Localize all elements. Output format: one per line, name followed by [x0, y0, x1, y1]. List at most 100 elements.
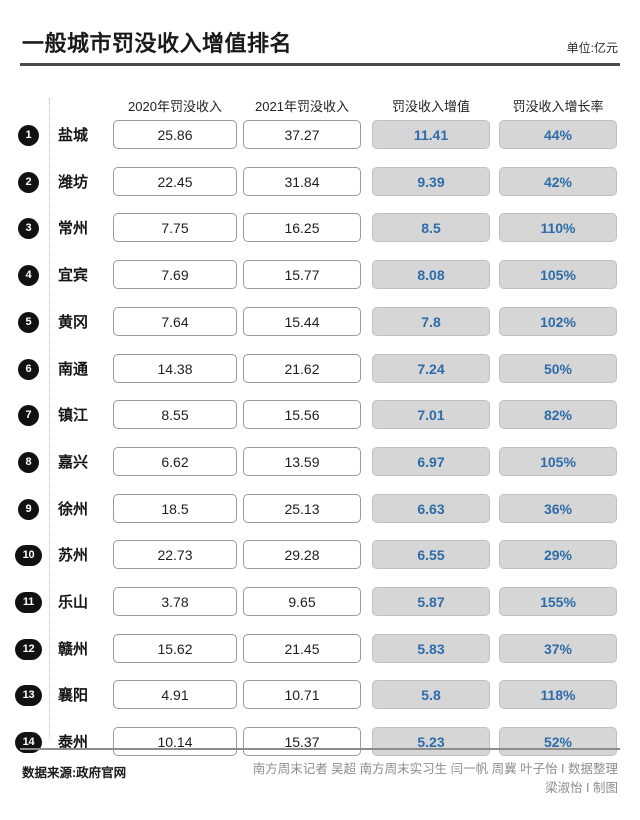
cell-revenue-2020: 22.45 — [113, 166, 237, 196]
cell-growth-rate: 118% — [499, 680, 617, 710]
cell-revenue-2020: 15.62 — [113, 633, 237, 663]
column-header-2020: 2020年罚没收入 — [128, 99, 222, 114]
cell-revenue-2020: 4.91 — [113, 680, 237, 710]
city-name: 南通 — [58, 360, 89, 378]
city-name: 盐城 — [58, 127, 89, 144]
city-name: 潍坊 — [58, 173, 89, 191]
table-row: 6 南通 14.38 21.62 7.24 50% — [0, 352, 640, 386]
cell-revenue-2021: 15.56 — [243, 400, 361, 430]
cell-revenue-2021: 15.44 — [243, 306, 361, 336]
rank-badge: 13 — [15, 685, 42, 707]
column-header-growth: 罚没收入增值 — [391, 99, 470, 114]
title-divider — [20, 63, 620, 66]
table-row: 12 赣州 15.62 21.45 5.83 37% — [0, 632, 640, 666]
rank-badge: 9 — [18, 498, 39, 520]
city-name: 襄阳 — [58, 687, 89, 705]
rank-badge: 8 — [18, 451, 39, 473]
rank-badge: 12 — [15, 638, 42, 660]
table-row: 8 嘉兴 6.62 13.59 6.97 105% — [0, 445, 640, 479]
city-name: 泰州 — [58, 734, 89, 752]
city-name: 常州 — [58, 220, 89, 238]
cell-revenue-2021: 9.65 — [243, 587, 361, 616]
page-title: 一般城市罚没收入增值排名 — [22, 31, 293, 56]
cell-growth-rate: 42% — [499, 166, 617, 196]
cell-revenue-2021: 15.77 — [243, 260, 361, 290]
cell-revenue-2020: 10.14 — [113, 727, 237, 757]
cell-revenue-2021: 25.13 — [243, 493, 361, 523]
cell-revenue-2020: 22.73 — [113, 540, 237, 570]
rank-badge: 1 — [18, 125, 39, 146]
table-row: 3 常州 7.75 16.25 8.5 110% — [0, 211, 640, 245]
city-name: 镇江 — [58, 407, 89, 425]
table-row: 9 徐州 18.5 25.13 6.63 36% — [0, 492, 640, 526]
cell-revenue-2021: 10.71 — [243, 680, 361, 710]
unit-label: 单位:亿元 — [566, 41, 618, 55]
cell-revenue-2021: 13.59 — [243, 446, 361, 476]
table-row: 14 泰州 10.14 15.37 5.23 52% — [0, 725, 640, 759]
cell-revenue-2020: 3.78 — [113, 587, 237, 616]
table-row: 1 盐城 25.86 37.27 11.41 44% — [0, 118, 640, 152]
rank-badge: 11 — [15, 592, 42, 613]
cell-growth-rate: 29% — [499, 540, 617, 570]
credits: 南方周末记者 吴超 南方周末实习生 闫一帆 周冀 叶子怡 I 数据整理 梁淑怡 … — [198, 760, 618, 798]
cell-growth-value: 8.5 — [372, 213, 490, 243]
table-row: 10 苏州 22.73 29.28 6.55 29% — [0, 538, 640, 572]
cell-revenue-2021: 29.28 — [243, 540, 361, 570]
cell-revenue-2020: 6.62 — [113, 446, 237, 476]
cell-revenue-2021: 15.37 — [243, 727, 361, 757]
cell-revenue-2020: 8.55 — [113, 400, 237, 430]
cell-revenue-2020: 7.75 — [113, 213, 237, 243]
credit-line-reporters: 南方周末记者 吴超 南方周末实习生 闫一帆 周冀 叶子怡 I 数据整理 — [252, 762, 618, 776]
cell-revenue-2020: 14.38 — [113, 353, 237, 383]
table-column-headers: 2020年罚没收入 2021年罚没收入 罚没收入增值 罚没收入增长率 — [0, 96, 640, 116]
cell-growth-rate: 36% — [499, 493, 617, 523]
cell-growth-rate: 37% — [499, 633, 617, 663]
cell-growth-value: 6.55 — [372, 540, 490, 570]
city-name: 嘉兴 — [58, 453, 89, 471]
cell-growth-value: 7.8 — [372, 306, 490, 336]
cell-growth-value: 5.87 — [372, 587, 490, 616]
cell-growth-rate: 52% — [499, 727, 617, 757]
cell-revenue-2021: 37.27 — [243, 120, 361, 149]
cell-growth-rate: 105% — [499, 446, 617, 476]
cell-growth-rate: 102% — [499, 306, 617, 336]
footer-divider — [20, 748, 620, 750]
cell-revenue-2020: 18.5 — [113, 493, 237, 523]
city-name: 徐州 — [58, 500, 89, 518]
cell-revenue-2020: 7.64 — [113, 306, 237, 336]
cell-revenue-2021: 21.62 — [243, 353, 361, 383]
rank-badge: 7 — [18, 405, 39, 427]
cell-growth-rate: 110% — [499, 213, 617, 243]
cell-revenue-2020: 25.86 — [113, 120, 237, 149]
cell-growth-value: 9.39 — [372, 166, 490, 196]
cell-growth-rate: 155% — [499, 587, 617, 616]
rank-column-separator — [49, 98, 50, 738]
rank-badge: 2 — [18, 171, 39, 193]
credit-line-designer: 梁淑怡 I 制图 — [545, 781, 618, 795]
header: 一般城市罚没收入增值排名 单位:亿元 — [0, 0, 640, 76]
city-name: 乐山 — [58, 594, 89, 611]
cell-revenue-2021: 21.45 — [243, 633, 361, 663]
data-source-label: 数据来源:政府官网 — [22, 766, 127, 780]
city-name: 宜宾 — [58, 267, 89, 285]
cell-growth-rate: 44% — [499, 120, 617, 149]
city-name: 黄冈 — [58, 313, 89, 331]
cell-growth-rate: 105% — [499, 260, 617, 290]
city-name: 赣州 — [58, 640, 89, 658]
rank-badge: 4 — [18, 265, 39, 287]
cell-growth-value: 11.41 — [372, 120, 490, 149]
city-name: 苏州 — [58, 547, 89, 565]
cell-growth-value: 6.97 — [372, 446, 490, 476]
rank-badge: 6 — [18, 358, 39, 380]
cell-revenue-2021: 16.25 — [243, 213, 361, 243]
table-row: 5 黄冈 7.64 15.44 7.8 102% — [0, 305, 640, 339]
cell-revenue-2020: 7.69 — [113, 260, 237, 290]
cell-growth-rate: 50% — [499, 353, 617, 383]
table-row: 7 镇江 8.55 15.56 7.01 82% — [0, 398, 640, 432]
rank-badge: 10 — [15, 545, 42, 567]
table-row: 11 乐山 3.78 9.65 5.87 155% — [0, 585, 640, 619]
table-row: 2 潍坊 22.45 31.84 9.39 42% — [0, 165, 640, 199]
column-header-growth-rate: 罚没收入增长率 — [512, 99, 604, 114]
column-header-2021: 2021年罚没收入 — [255, 99, 349, 114]
cell-growth-value: 5.8 — [372, 680, 490, 710]
